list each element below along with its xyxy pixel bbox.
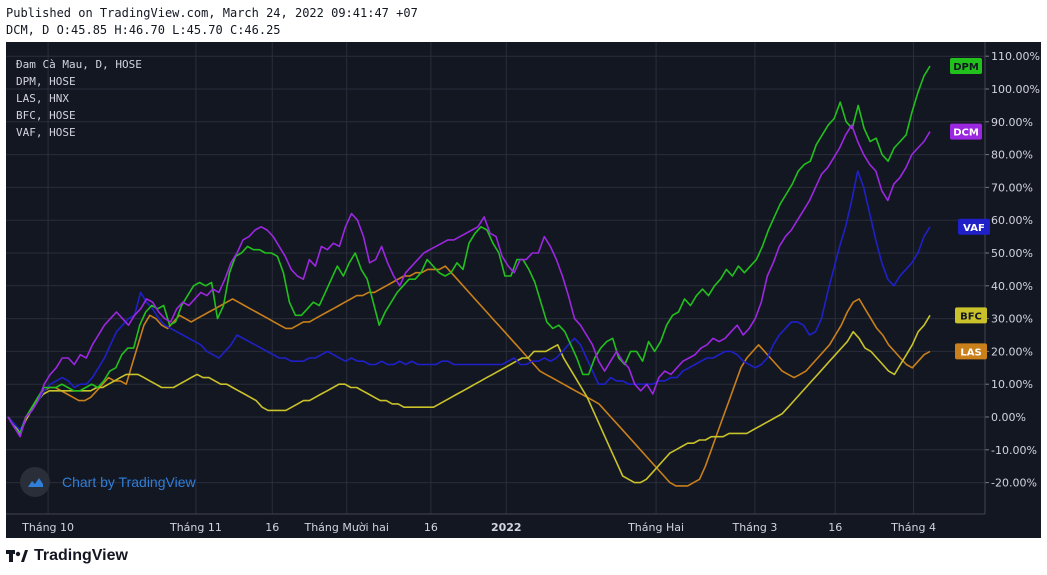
x-tick-label: Tháng Mười hai bbox=[303, 521, 388, 534]
series-end-label-dpm: DPM bbox=[953, 62, 979, 73]
legend-item-bfc[interactable]: BFC, HOSE bbox=[16, 109, 76, 122]
series-end-tag-las bbox=[955, 343, 987, 360]
series-line-dpm bbox=[7, 65, 931, 435]
y-tick-label: 90.00% bbox=[991, 116, 1033, 129]
series-end-label-dcm: DCM bbox=[953, 128, 979, 139]
x-tick-label: Tháng 4 bbox=[890, 521, 936, 534]
symbol-legend: Đam Cà Mau, D, HOSE DPM, HOSE LAS, HNX B… bbox=[16, 56, 142, 141]
x-tick-label: 2022 bbox=[491, 521, 522, 534]
tradingview-logo-icon bbox=[6, 549, 28, 563]
series-end-tag-dcm bbox=[950, 123, 982, 140]
legend-item-dpm[interactable]: DPM, HOSE bbox=[16, 75, 76, 88]
legend-item-las[interactable]: LAS, HNX bbox=[16, 92, 69, 105]
y-tick-label: -20.00% bbox=[991, 477, 1037, 490]
series-end-tag-vaf bbox=[958, 218, 990, 235]
legend-item-vaf[interactable]: VAF, HOSE bbox=[16, 126, 76, 139]
y-tick-label: 30.00% bbox=[991, 313, 1033, 326]
y-tick-label: 110.00% bbox=[991, 50, 1040, 63]
y-tick-label: 10.00% bbox=[991, 378, 1033, 391]
chart-panel[interactable]: 110.00% 100.00% 90.00% 80.00% 70.00% 60.00% 50… bbox=[6, 42, 1041, 538]
x-tick-label: Tháng 11 bbox=[169, 521, 222, 534]
x-tick-label: 16 bbox=[265, 521, 279, 534]
y-tick-label: 80.00% bbox=[991, 149, 1033, 162]
x-tick-label: Tháng 10 bbox=[21, 521, 74, 534]
series-end-label-vaf: VAF bbox=[963, 223, 985, 234]
x-tick-label: 16 bbox=[828, 521, 842, 534]
chart-canvas[interactable]: 110.00% 100.00% 90.00% 80.00% 70.00% 60.00% 50… bbox=[6, 42, 1041, 538]
y-tick-label: 60.00% bbox=[991, 214, 1033, 227]
y-tick-label: 70.00% bbox=[991, 181, 1033, 194]
series-end-tag-bfc bbox=[955, 307, 987, 324]
y-tick-label: 0.00% bbox=[991, 411, 1026, 424]
brand-text: TradingView bbox=[34, 547, 128, 564]
legend-item-main-symbol[interactable]: Đam Cà Mau, D, HOSE bbox=[16, 58, 142, 71]
tradingview-brand[interactable]: TradingView bbox=[6, 547, 128, 565]
y-tick-label: 100.00% bbox=[991, 83, 1040, 96]
series-line-dcm bbox=[7, 124, 931, 438]
x-tick-label: Tháng Hai bbox=[627, 521, 684, 534]
published-header: Published on TradingView.com, March 24, … bbox=[6, 6, 418, 20]
series-end-tag-dpm bbox=[950, 58, 982, 75]
series-line-vaf bbox=[7, 170, 931, 431]
x-tick-label: 16 bbox=[424, 521, 438, 534]
watermark-text: Chart by TradingView bbox=[62, 474, 196, 490]
series-end-label-bfc: BFC bbox=[960, 311, 982, 322]
series-line-las bbox=[7, 265, 931, 487]
tradingview-cloud-icon bbox=[20, 467, 50, 497]
series-line-bfc bbox=[7, 314, 931, 484]
x-tick-label: Tháng 3 bbox=[731, 521, 777, 534]
series-end-label-las: LAS bbox=[960, 347, 981, 358]
ohlc-header: DCM, D O:45.85 H:46.70 L:45.70 C:46.25 bbox=[6, 23, 281, 37]
y-tick-label: 40.00% bbox=[991, 280, 1033, 293]
y-tick-label: 20.00% bbox=[991, 345, 1033, 358]
y-tick-label: -10.00% bbox=[991, 444, 1037, 457]
y-tick-label: 50.00% bbox=[991, 247, 1033, 260]
chart-by-tradingview-watermark[interactable]: Chart by TradingView bbox=[20, 467, 196, 497]
